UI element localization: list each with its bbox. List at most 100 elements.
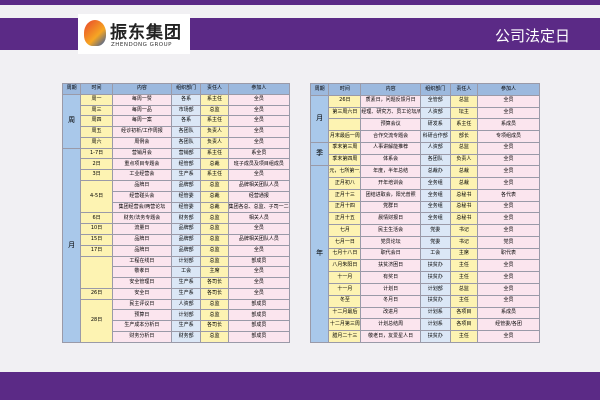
table-row: 八月朱阳日 扶贫济困日 扶贫办 主任 全员 xyxy=(311,259,540,273)
period-cell: 季 xyxy=(309,141,330,167)
time-cell: 周一 xyxy=(80,93,113,106)
column-header: 组织部门 xyxy=(170,83,202,95)
table-cell: 品牌日 xyxy=(111,180,172,192)
table-cell: 总裁 xyxy=(200,190,229,203)
time-cell: 周五 xyxy=(80,126,113,138)
table-cell: 全员 xyxy=(227,115,291,128)
table-cell: 扶贫济困日 xyxy=(360,259,421,273)
column-header: 时间 xyxy=(328,83,362,96)
table-cell: 各团队 xyxy=(419,153,451,167)
table-cell: 预算日 xyxy=(111,309,172,322)
table-cell: 总监 xyxy=(200,244,229,257)
table-cell: 职代表 xyxy=(477,247,540,261)
table-cell: 总裁 xyxy=(200,201,229,214)
table-cell: 全员 xyxy=(477,259,540,273)
table-cell: 人资部 xyxy=(419,106,451,120)
time-cell: 1-7日 xyxy=(80,147,113,160)
table-cell: 党委 xyxy=(419,235,451,249)
table-row: 安全管理日 生产系 各司长 全员 xyxy=(63,277,291,289)
table-cell: 民主生活会 xyxy=(360,224,421,237)
table-cell: 全员 xyxy=(227,277,291,289)
table-row: 年元，七所第一周 年度，半年总结 总裁办 总裁 全员 xyxy=(309,165,540,343)
table-cell: 敬老日，友爱星人日 xyxy=(360,330,421,343)
table-row: 十二月最后 改进月 计划系 各项目 系成员 xyxy=(311,306,540,320)
table-cell: 各团队 xyxy=(170,126,202,138)
table-cell: 全员 xyxy=(477,200,540,214)
table-cell: 总监 xyxy=(200,180,229,192)
table-cell: 科研合作部 xyxy=(419,130,451,143)
table-row: 十二月第三周 计划总结周 计划系 各项目 经管委/各团 xyxy=(311,318,540,332)
table-row: 周周一 每周一赞 各系 系主任 全员 xyxy=(61,93,291,149)
table-cell: 总监 xyxy=(200,233,229,246)
table-cell: 品牌部 xyxy=(170,180,202,192)
table-cell: 各系 xyxy=(170,93,202,106)
table-cell: 体系会 xyxy=(360,153,421,167)
table-cell: 安全日 xyxy=(111,287,172,300)
table-cell: 各项目 xyxy=(449,318,479,332)
time-cell: 正月初八 xyxy=(328,177,362,190)
table-cell: 计划部 xyxy=(170,309,202,322)
table-cell: 负责人 xyxy=(200,136,229,149)
time-cell: 七月 xyxy=(328,224,362,237)
table-cell: 负责人 xyxy=(200,126,229,138)
logo-name: 振东集团 xyxy=(110,23,182,43)
time-cell: 十一月 xyxy=(328,271,362,285)
table-cell: 营销月会 xyxy=(111,147,172,160)
table-cell: 财务/法务专题会 xyxy=(111,212,172,225)
table-cell: 全员 xyxy=(477,294,540,308)
column-header: 周期 xyxy=(61,83,82,95)
table-cell: 系主任 xyxy=(449,118,479,132)
table-cell: 工会 xyxy=(170,266,202,279)
table-cell: 各司长 xyxy=(200,287,229,300)
table-row: 周五 经诊初析/工作周报 各团队 负责人 全员 xyxy=(63,126,291,138)
table-cell: 总监 xyxy=(200,104,229,117)
table-cell: 质素日，问题反馈月日 xyxy=(360,94,421,108)
header-row: 周期 时间 内容 组织部门 责任人 参加人 xyxy=(61,83,291,95)
table-cell: 冬月日 xyxy=(360,294,421,308)
table-cell: 职代会日 xyxy=(360,247,421,261)
time-cell: 第三周六日 xyxy=(328,106,362,120)
table-cell: 市场部 xyxy=(170,104,202,117)
table-cell: 总监 xyxy=(449,141,479,155)
table-cell: 晨情财报日 xyxy=(360,212,421,226)
table-cell: 扶贫办 xyxy=(419,271,451,285)
table-cell: 团结进取会，阳光普照 xyxy=(360,188,421,202)
table-row: 月 26日 质素日，问题反馈月日 全管部 总监 全员 xyxy=(309,94,540,143)
table-cell: 品牌相关团队人员 xyxy=(227,233,291,246)
table-cell: 全员 xyxy=(227,169,291,182)
table-cell: 总监 xyxy=(200,309,229,322)
table-cell: 计划总结周 xyxy=(360,318,421,332)
table-row: 3日 工业经营会 生产系 系主任 全员 xyxy=(63,169,291,182)
table-cell: 计划部 xyxy=(170,255,202,268)
table-cell: 主任 xyxy=(449,259,479,273)
time-cell: 26日 xyxy=(328,94,362,108)
table-cell: 主席 xyxy=(200,266,229,279)
footer-band xyxy=(0,372,600,400)
table-cell: 全员 xyxy=(477,106,540,120)
table-cell: 总秘书 xyxy=(449,200,479,214)
table-cell: 研发系 xyxy=(419,118,451,132)
table-cell: 总裁办 xyxy=(419,165,451,179)
table-row: 预算会议 研发系 系主任 系成员 xyxy=(311,118,540,132)
table-row: 2日 重点项目专题会 经管部 总裁 班子成员及项目组成员 xyxy=(63,158,291,171)
table-cell: 总监 xyxy=(200,298,229,311)
table-cell: 计划日 xyxy=(360,283,421,296)
table-cell: 安全管理日 xyxy=(111,277,172,289)
table-row: 生产成本分析日 生产系 各司长 部成员 xyxy=(63,320,291,332)
table-cell: 民主评议日 xyxy=(111,298,172,311)
table-cell: 主任 xyxy=(449,330,479,343)
table-cell: 总监 xyxy=(200,223,229,235)
table-row: 七月一日 党员论坛 党委 书记 党员 xyxy=(311,235,540,249)
table-cell: 经诊初析/工作周报 xyxy=(111,126,172,138)
table-cell: 全员 xyxy=(477,212,540,226)
table-cell: 全员 xyxy=(227,93,291,106)
table-cell: 扶贫办 xyxy=(419,259,451,273)
table-row: 正月初八 开年培训会 全务组 总裁 全员 xyxy=(311,177,540,190)
table-cell: 计划系 xyxy=(419,306,451,320)
table-cell: 总监 xyxy=(449,283,479,296)
table-cell: 工程在线日 xyxy=(111,255,172,268)
table-row: 月末最后一周 合作交流专题会 科研合作部 部长 专项组成员 xyxy=(311,130,540,143)
period-cell: 年 xyxy=(309,165,330,343)
column-header: 周期 xyxy=(309,83,330,96)
